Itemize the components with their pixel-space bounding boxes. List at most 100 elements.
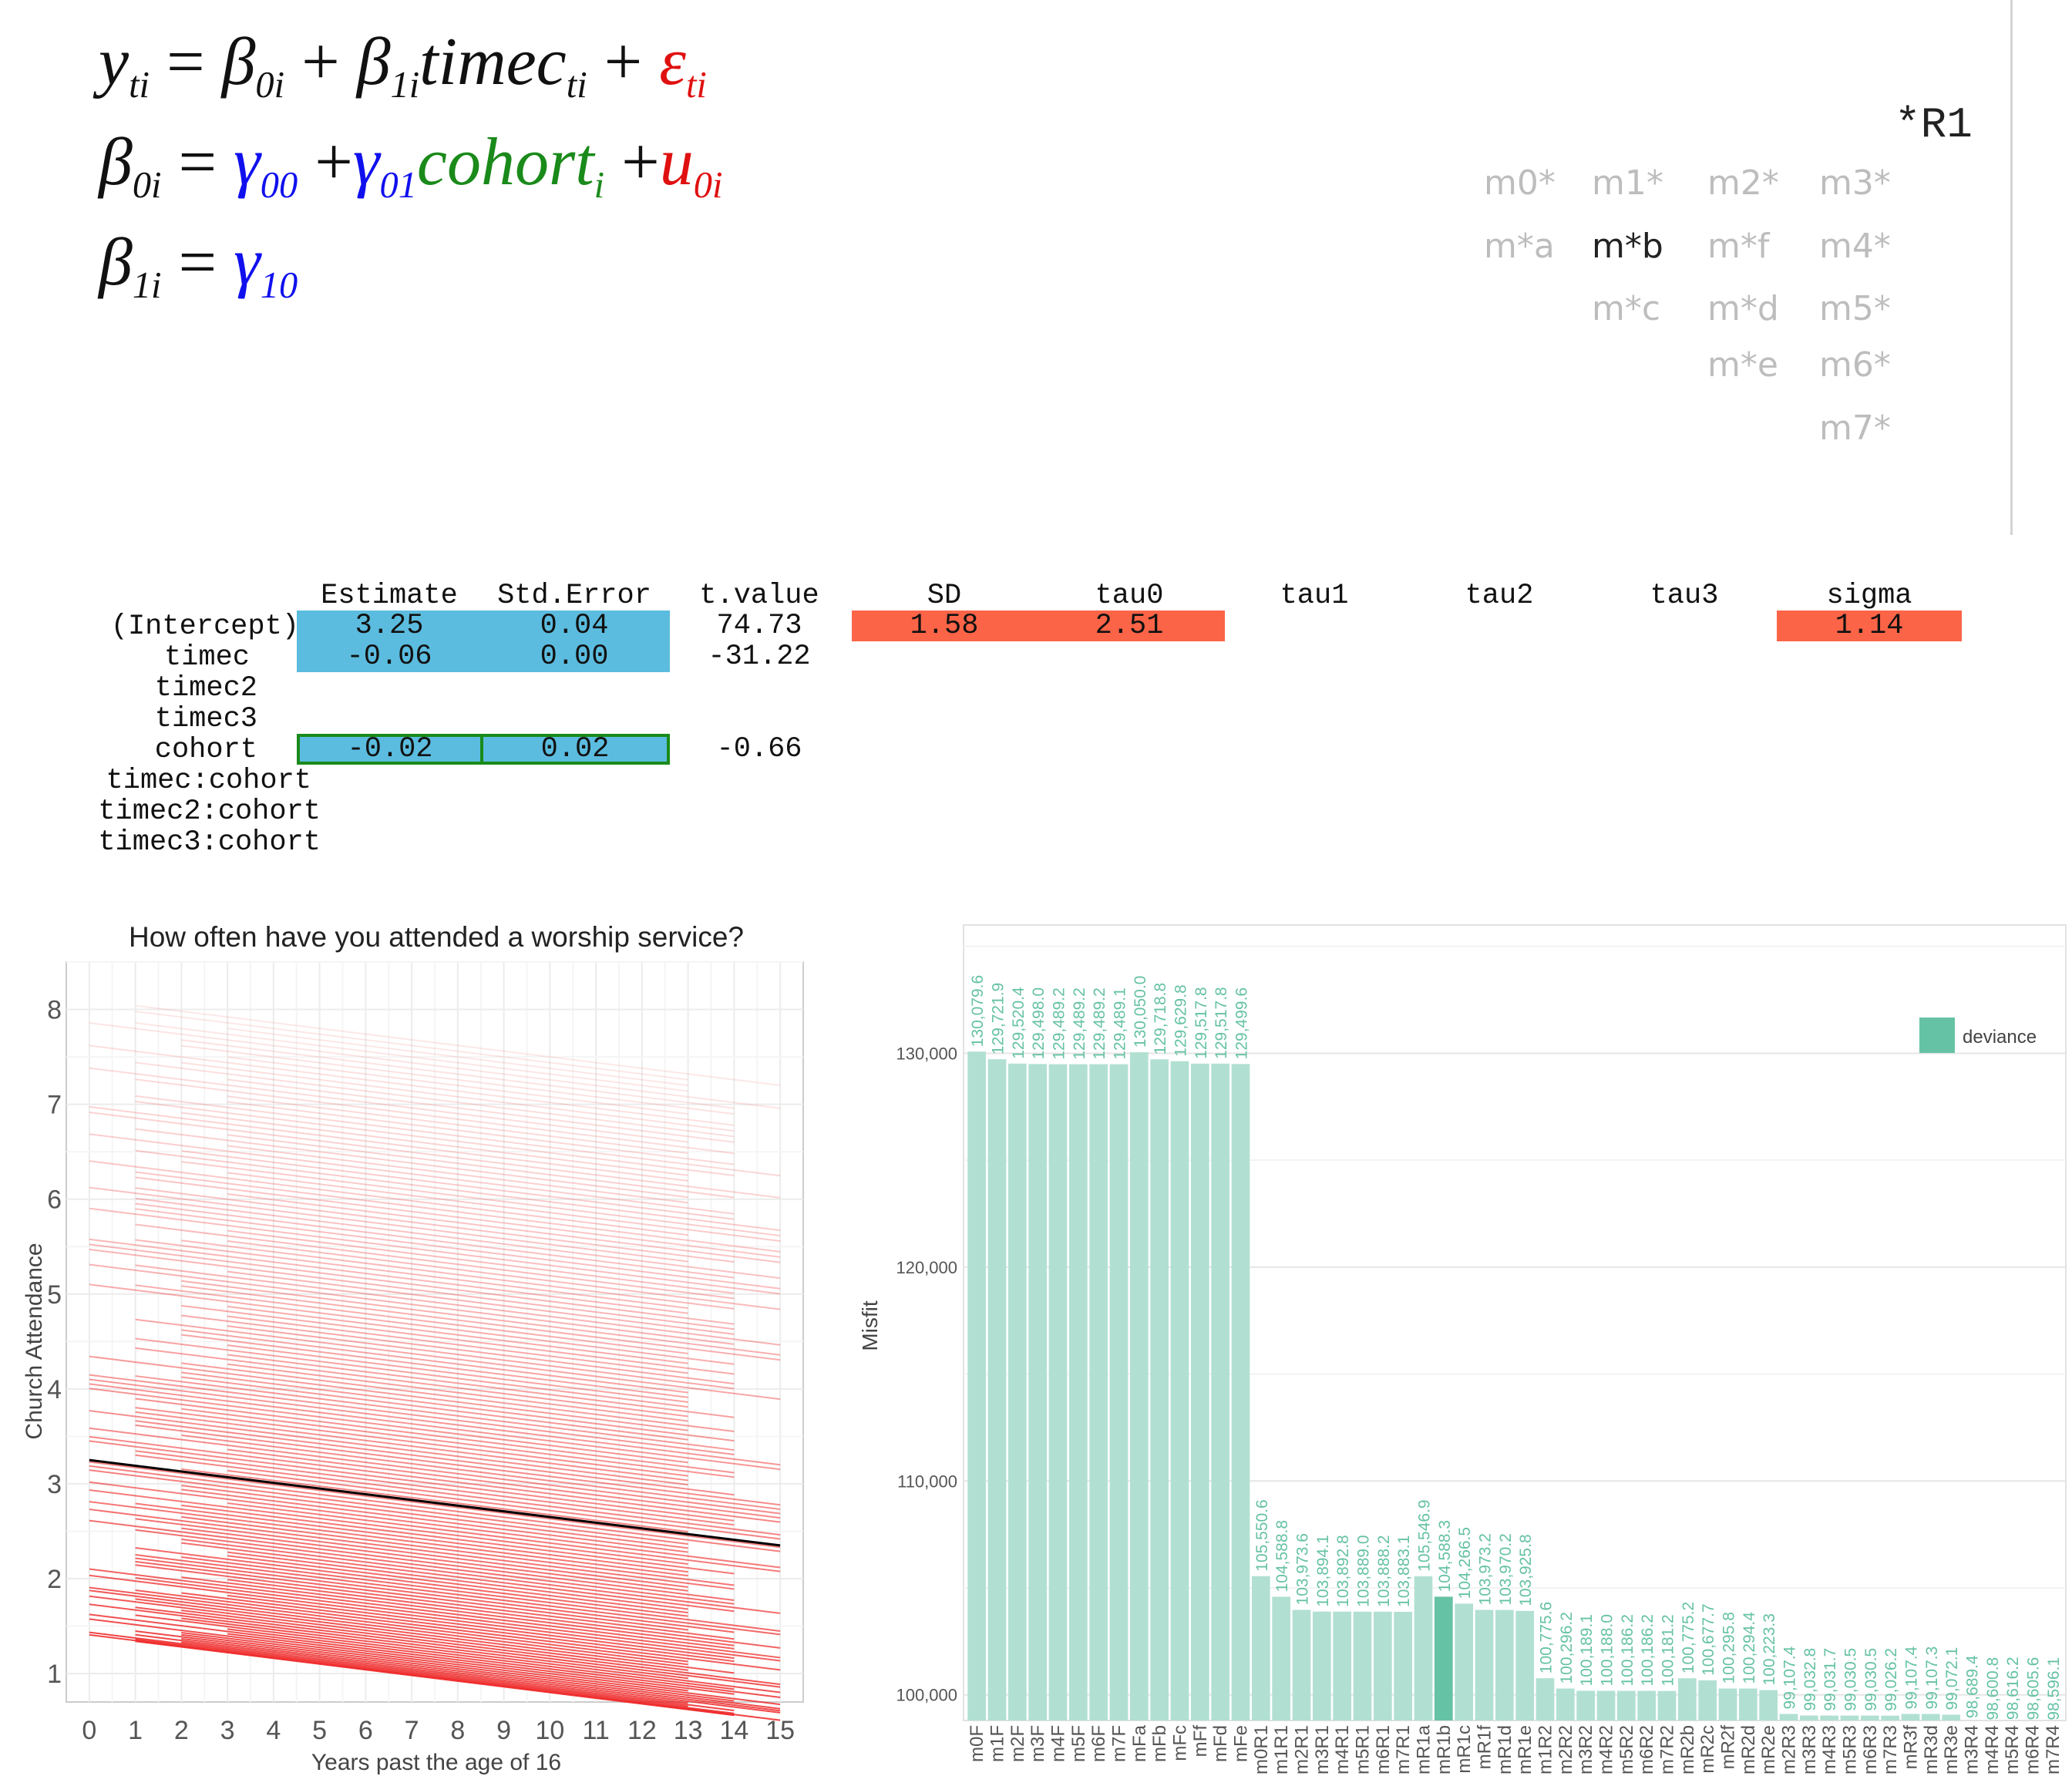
trajectory-line [135,1547,688,1617]
trajectory-line [181,1631,735,1702]
trajectory-line [181,1637,781,1714]
x-tick-label: mFb [1149,1725,1170,1762]
trajectory-line [181,1039,735,1109]
eq-timec: timec [419,25,567,99]
eq-sub: 1i [132,264,162,306]
trajectory-line [89,1613,735,1695]
trajectory-line [181,1515,735,1586]
bar-value-label: 130,050.0 [1132,976,1149,1048]
trajectory-line [181,1485,688,1549]
bar [1190,1063,1209,1720]
bar-value-label: 130,079.6 [969,975,987,1047]
trajectory-line [227,1469,781,1540]
eq-beta0: β [99,125,133,200]
cell-intercept-t: 74.73 [716,610,802,642]
y-tick-label: 120,000 [896,1258,957,1277]
model-option[interactable]: m*d [1707,289,1779,328]
trajectory-line [89,1595,688,1671]
trajectory-line [135,1208,781,1290]
model-option[interactable]: m0* [1484,163,1556,203]
bar [1353,1611,1372,1720]
bar-value-label: 103,883.1 [1395,1536,1413,1607]
x-tick-label: m4R3 [1819,1725,1840,1774]
x-tick-label: m6F [1088,1725,1109,1762]
trajectory-line [227,1270,735,1335]
trajectory-line [227,1095,688,1155]
model-option[interactable]: m*e [1707,345,1778,385]
trajectory-line [227,1101,735,1166]
bar [1840,1715,1859,1720]
bar [1251,1576,1270,1720]
trajectory-line [181,1285,781,1361]
x-tick-label: m3R1 [1312,1725,1333,1774]
eq-epsilon: ε [659,25,686,99]
model-selector-title: *R1 [1895,100,1973,150]
eq-gamma00: γ [234,125,261,200]
x-tick-label: 2 [174,1716,189,1745]
y-tick-label: 100,000 [896,1686,957,1705]
row-label-timec2-cohort: timec2:cohort [98,796,321,828]
model-option[interactable]: m*b [1592,227,1663,266]
bar [1312,1611,1331,1720]
trajectory-line [89,1248,735,1330]
trajectory-line [227,1354,735,1418]
x-tick-label: mFe [1231,1725,1252,1762]
model-option[interactable]: m4* [1819,227,1891,266]
cell-intercept-sd: 1.58 [910,610,979,642]
trajectory-line [89,1044,735,1126]
x-tick-label: mR1f [1475,1725,1495,1770]
x-tick-label: mR1b [1434,1725,1455,1774]
trajectory-line [89,1586,688,1663]
trajectory-line [181,1617,781,1694]
misfit-bar-chart: 130,079.6 129,721.9 129,520.4 129,498.0 129,… [858,924,2067,1774]
trajectory-line [135,1187,735,1263]
trajectory-line [227,1145,688,1204]
bar [1373,1611,1392,1720]
bar-value-label: 99,026.2 [1882,1648,1900,1711]
bar [1455,1603,1474,1720]
bar-value-label: 98,600.8 [1984,1657,2002,1720]
model-option[interactable]: m1* [1592,163,1663,203]
trajectory-line [181,1488,688,1553]
header-tau0: tau0 [1095,580,1164,612]
trajectory-line [135,1223,735,1300]
model-option[interactable]: m*f [1707,227,1770,266]
bar [1089,1064,1108,1720]
model-option[interactable]: m*a [1484,227,1555,266]
model-option[interactable]: m3* [1819,163,1891,203]
x-tick-label: 8 [450,1716,465,1745]
trajectory-line [227,1594,735,1660]
model-option[interactable]: m5* [1819,289,1891,328]
bar-value-label: 99,107.4 [1903,1646,1921,1709]
panel-divider [2010,0,2013,535]
model-option[interactable]: m6* [1819,345,1891,385]
trajectory-line [89,1633,781,1721]
trajectory-line [181,1314,735,1385]
bar [1799,1715,1818,1720]
trajectory-line [181,1633,781,1710]
x-tick-label: m5R1 [1353,1725,1374,1774]
x-tick-label: m3R3 [1799,1725,1820,1774]
x-tick-label: 13 [674,1716,703,1745]
x-tick-label: m1F [987,1725,1008,1762]
x-tick-label: 6 [358,1716,373,1745]
y-tick-label: 2 [47,1565,62,1594]
trajectory-line [89,1435,781,1523]
model-option[interactable]: m2* [1707,163,1779,203]
y-axis-label: Church Attendance [22,1243,47,1439]
individual-trajectories [89,1004,781,1721]
bar [1495,1610,1514,1720]
model-option[interactable]: m*c [1592,289,1661,328]
trajectory-line [89,1469,688,1546]
trajectory-line [89,1105,688,1182]
x-tick-label: m2F [1007,1725,1028,1762]
trajectory-line [227,1028,688,1087]
model-option[interactable]: m7* [1819,409,1891,448]
bar [1150,1059,1169,1720]
bar-value-label: 129,721.9 [990,983,1007,1054]
trajectory-line [181,1542,735,1613]
cell-cohort-estimate: -0.02 [297,734,483,765]
x-tick-label: mFc [1170,1725,1191,1761]
trajectory-line [181,1329,688,1394]
header-tau2: tau2 [1465,580,1534,612]
